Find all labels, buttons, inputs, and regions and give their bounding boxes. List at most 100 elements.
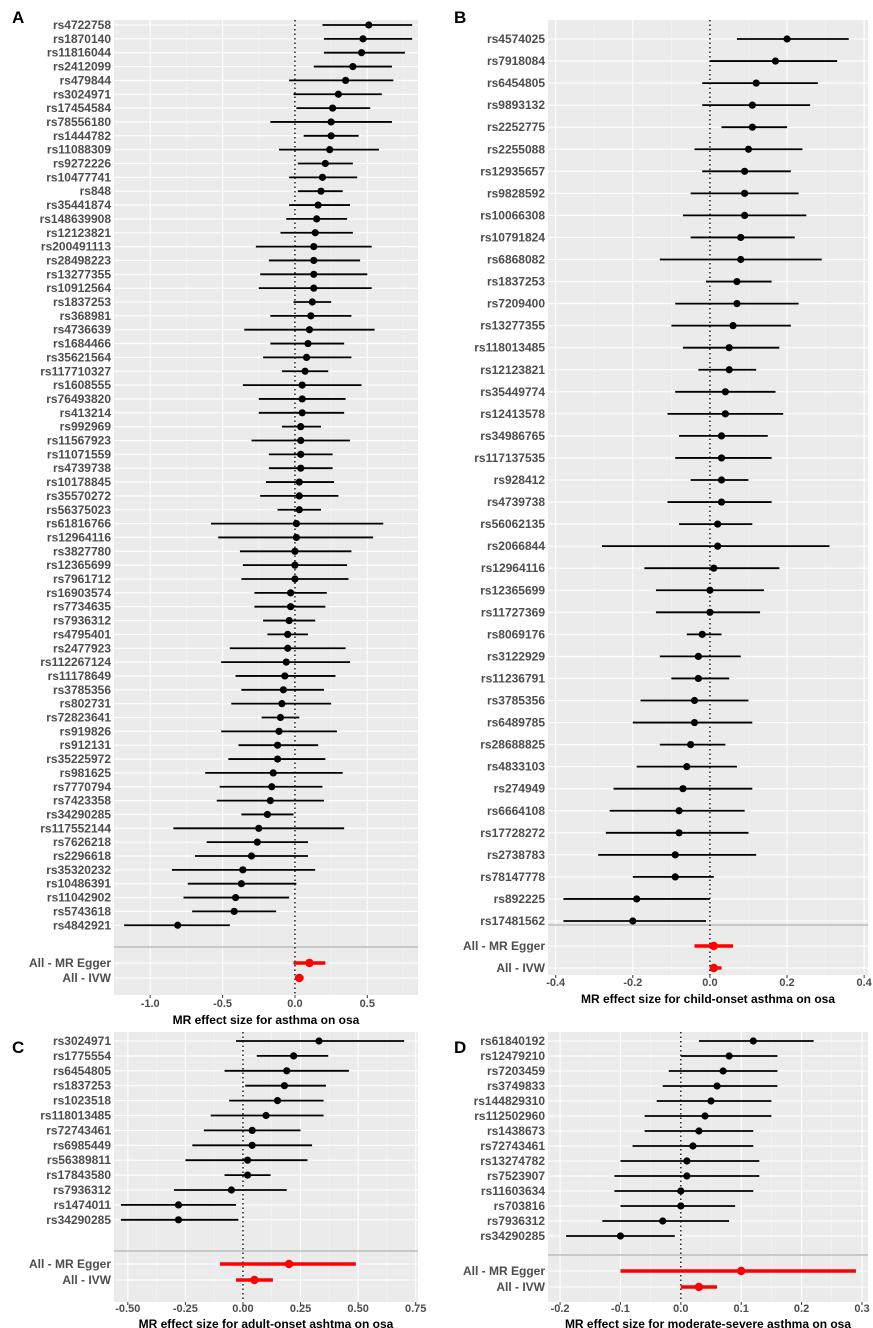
point-estimate	[690, 718, 699, 727]
snp-label: rs2412099	[53, 60, 111, 74]
snp-label: rs28688825	[480, 738, 545, 752]
snp-estimate	[120, 1216, 239, 1224]
snp-estimate	[656, 1097, 772, 1105]
point-estimate	[328, 104, 337, 112]
x-tick-label: -0.4	[546, 977, 566, 989]
snp-estimate	[224, 1171, 271, 1179]
point-estimate	[310, 284, 318, 292]
snp-estimate	[702, 167, 791, 175]
snp-label: rs703816	[494, 1199, 546, 1213]
x-tick-label: 0.3	[854, 1303, 869, 1315]
point-estimate	[282, 658, 290, 666]
snp-estimate	[303, 132, 359, 140]
point-estimate	[315, 1037, 323, 1045]
point-estimate	[287, 589, 295, 597]
x-tick-label: 0.5	[360, 998, 375, 1010]
snp-estimate	[671, 674, 730, 683]
point-estimate	[298, 409, 306, 417]
snp-estimate	[173, 1186, 287, 1194]
snp-label: rs4739738	[487, 495, 545, 509]
summary-point	[737, 1266, 746, 1276]
point-estimate	[276, 713, 285, 722]
point-estimate	[714, 542, 722, 550]
panel-D: rs61840192rs12479210rs7203459rs3749833rs…	[454, 1032, 870, 1328]
snp-estimate	[231, 700, 332, 708]
snp-estimate	[241, 686, 324, 694]
snp-estimate	[698, 366, 757, 374]
snp-estimate	[268, 464, 333, 472]
snp-label: rs4833103	[487, 760, 545, 774]
snp-label: rs12479210	[480, 1049, 545, 1063]
point-estimate	[292, 520, 300, 528]
x-tick-label: -0.1	[611, 1303, 630, 1315]
snp-label: rs16903574	[46, 586, 111, 600]
snp-label: rs4842921	[53, 918, 111, 932]
point-estimate	[284, 630, 292, 639]
snp-label: rs12123821	[480, 363, 545, 377]
panel-letter: C	[12, 1038, 24, 1057]
snp-label: rs12413578	[480, 407, 545, 421]
snp-label: rs413214	[60, 406, 112, 420]
snp-estimate	[675, 300, 799, 308]
ivw-estimate	[236, 1275, 273, 1285]
snp-estimate	[602, 1217, 730, 1225]
x-tick-label: 0.50	[347, 1303, 368, 1315]
ivw-estimate	[680, 1282, 718, 1292]
x-tick-label: -0.2	[551, 1303, 570, 1315]
point-estimate	[174, 921, 182, 929]
snp-label: rs7918084	[487, 54, 545, 68]
point-estimate	[292, 533, 300, 542]
x-tick-label: 0.0	[287, 998, 302, 1010]
snp-label: rs6664108	[487, 804, 545, 818]
snp-estimate	[323, 35, 413, 43]
point-estimate	[683, 1157, 691, 1165]
snp-label: rs117137535	[474, 451, 545, 465]
snp-estimate	[682, 344, 780, 352]
snp-label: rs4736639	[53, 323, 111, 337]
summary-label: All - IVW	[496, 1280, 545, 1294]
snp-estimate	[598, 851, 757, 859]
x-tick-label: 0.25	[290, 1303, 311, 1315]
snp-label: rs10066308	[480, 208, 545, 222]
snp-label: rs112502960	[474, 1109, 545, 1123]
summary-point	[694, 1282, 704, 1292]
snp-label: rs1684466	[53, 337, 111, 351]
snp-label: rs10477741	[46, 170, 111, 184]
point-estimate	[273, 741, 282, 749]
snp-estimate	[255, 243, 372, 251]
summary-point	[284, 1259, 294, 1269]
snp-estimate	[235, 672, 336, 680]
snp-label: rs35570272	[46, 489, 111, 503]
snp-estimate	[609, 807, 745, 815]
snp-label: rs11603634	[481, 1184, 545, 1198]
snp-estimate	[239, 547, 352, 555]
snp-label: rs4722758	[53, 18, 111, 32]
snp-label: rs148639908	[40, 212, 112, 226]
point-estimate	[317, 187, 325, 195]
snp-label: rs3024971	[53, 1034, 111, 1048]
summary-label: All - IVW	[62, 1273, 111, 1287]
snp-label: rs1870140	[53, 32, 111, 46]
x-tick-label: -0.5	[213, 998, 232, 1010]
snp-label: rs8069176	[487, 627, 545, 641]
snp-label: rs12964116	[481, 561, 545, 575]
summary-label: All - IVW	[496, 961, 545, 975]
snp-label: rs78147778	[480, 870, 545, 884]
snp-label: rs2477923	[53, 641, 111, 655]
snp-label: rs35320232	[46, 863, 111, 877]
snp-estimate	[270, 339, 345, 348]
mr-egger-estimate	[219, 1259, 356, 1269]
snp-label: rs56375023	[46, 503, 111, 517]
point-estimate	[326, 146, 334, 154]
point-estimate	[675, 807, 683, 815]
point-estimate	[706, 586, 714, 594]
point-estimate	[683, 1172, 691, 1180]
snp-label: rs7626218	[53, 835, 111, 849]
snp-label: rs2252775	[487, 120, 545, 134]
point-estimate	[275, 727, 283, 735]
snp-estimate	[659, 255, 822, 264]
point-estimate	[725, 344, 733, 352]
panel-C: rs3024971rs1775554rs6454805rs1837253rs10…	[12, 1032, 426, 1328]
point-estimate	[327, 132, 335, 140]
point-estimate	[295, 506, 303, 514]
